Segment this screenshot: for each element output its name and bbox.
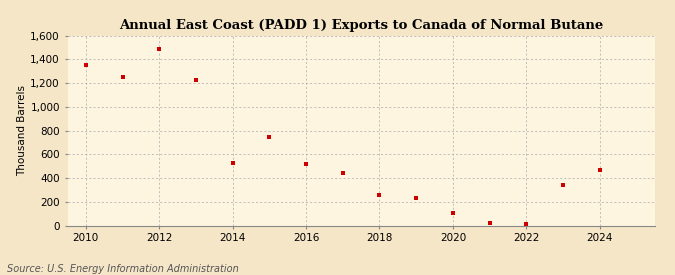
Point <box>117 75 128 79</box>
Point <box>338 171 348 175</box>
Point <box>80 63 91 68</box>
Point <box>227 160 238 165</box>
Text: Source: U.S. Energy Information Administration: Source: U.S. Energy Information Administ… <box>7 264 238 274</box>
Point <box>558 182 568 187</box>
Point <box>154 46 165 51</box>
Point <box>300 162 311 166</box>
Point <box>190 78 201 82</box>
Point <box>484 220 495 225</box>
Point <box>521 222 532 227</box>
Title: Annual East Coast (PADD 1) Exports to Canada of Normal Butane: Annual East Coast (PADD 1) Exports to Ca… <box>119 19 603 32</box>
Point <box>448 211 458 215</box>
Point <box>411 196 422 200</box>
Point <box>594 168 605 172</box>
Point <box>374 192 385 197</box>
Y-axis label: Thousand Barrels: Thousand Barrels <box>18 85 28 176</box>
Point <box>264 134 275 139</box>
